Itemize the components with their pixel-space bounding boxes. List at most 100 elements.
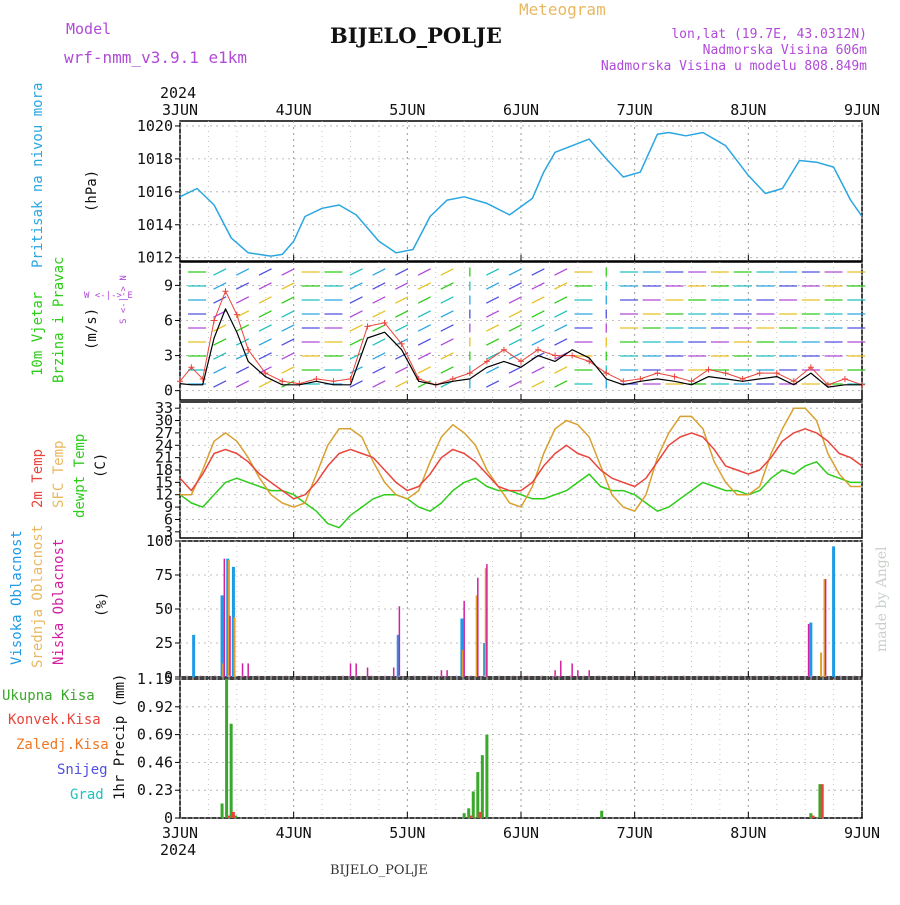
low-cloud-bar bbox=[560, 660, 562, 677]
wind-gust-marker bbox=[620, 378, 627, 385]
precip-total-bar bbox=[225, 679, 229, 818]
wind-arrow bbox=[213, 352, 227, 360]
y-tick-label: 1020 bbox=[137, 117, 173, 135]
y-tick-label: 0 bbox=[164, 809, 173, 827]
low-cloud-bar bbox=[247, 663, 249, 677]
precip-legend-snow: Snijeg bbox=[57, 762, 108, 778]
high-cloud-bar bbox=[226, 558, 230, 677]
temp-label-3: dewpt Temp bbox=[72, 434, 88, 518]
wind-arrow bbox=[440, 366, 454, 374]
wind-arrow bbox=[508, 268, 522, 276]
y-tick-label: 0 bbox=[164, 382, 173, 400]
wind-gust-marker bbox=[790, 378, 797, 385]
wind-arrow bbox=[485, 282, 500, 290]
wind-gust-marker bbox=[466, 370, 473, 377]
mid-cloud-bar bbox=[475, 595, 478, 677]
wind-arrow bbox=[372, 352, 386, 360]
y-tick-label: 50 bbox=[155, 600, 173, 618]
precip-conv-bar bbox=[820, 784, 824, 818]
precip-total-bar bbox=[234, 815, 238, 818]
wind-arrow bbox=[213, 324, 227, 332]
wind-arrow bbox=[485, 268, 500, 276]
wind-arrow bbox=[213, 380, 227, 388]
wind-arrow bbox=[281, 310, 295, 318]
wind-arrow bbox=[485, 310, 500, 318]
wind-arrow bbox=[281, 268, 295, 276]
station-title: BIJELO_POLJE bbox=[330, 23, 502, 48]
x-tick-label-top: 5JUN bbox=[389, 101, 425, 119]
wind-gust-marker bbox=[603, 370, 610, 377]
wind-arrow bbox=[531, 366, 545, 374]
footer-station: BIJELO_POLJE bbox=[330, 863, 428, 878]
wind-arrow bbox=[485, 324, 500, 332]
y-tick-label: 100 bbox=[146, 532, 173, 550]
wind-arrow bbox=[235, 268, 250, 276]
product-title: Meteogram bbox=[519, 0, 606, 19]
precip-conv-bar bbox=[478, 811, 482, 818]
low-cloud-bar bbox=[463, 600, 465, 677]
wind-gust-marker bbox=[296, 380, 303, 387]
wind-arrow bbox=[372, 296, 386, 304]
wind-arrow bbox=[531, 310, 545, 318]
wind-gust-marker bbox=[807, 364, 814, 371]
wind-arrow bbox=[372, 310, 386, 318]
low-cloud-bar bbox=[446, 670, 448, 677]
wind-arrow bbox=[508, 338, 522, 346]
precip-conv-bar bbox=[231, 811, 235, 818]
temp-label-2: SFC Temp bbox=[51, 441, 67, 508]
wind-arrow bbox=[485, 380, 500, 388]
x-tick-label-bottom: 8JUN bbox=[730, 824, 766, 842]
wind-gust-marker bbox=[756, 370, 763, 377]
y-tick-label: 1014 bbox=[137, 216, 173, 234]
high-cloud-bar bbox=[231, 566, 235, 677]
wind-unit: (m/s) bbox=[84, 308, 100, 350]
precip-total-bar bbox=[809, 813, 813, 818]
wind-gust-marker bbox=[222, 288, 229, 295]
y-tick-label: 0.92 bbox=[137, 698, 173, 716]
y-tick-label: 21 bbox=[155, 449, 173, 467]
low-cloud-bar bbox=[366, 667, 369, 677]
temp-unit: (C) bbox=[93, 453, 109, 478]
high-cloud-bar bbox=[832, 546, 836, 677]
y-tick-label: 0.69 bbox=[137, 726, 173, 744]
y-tick-label: 24 bbox=[155, 436, 173, 454]
y-tick-label: 0.23 bbox=[137, 781, 173, 799]
wind-arrow bbox=[281, 380, 295, 388]
wind-gust-marker bbox=[233, 311, 240, 318]
wind-arrow bbox=[485, 338, 500, 346]
precip-total-bar bbox=[476, 772, 480, 818]
wind-arrow bbox=[485, 352, 500, 360]
mid-cloud-bar bbox=[227, 560, 230, 677]
wind-gust-marker bbox=[262, 370, 269, 377]
y-tick-label: 1.15 bbox=[137, 670, 173, 688]
y-tick-label: 1018 bbox=[137, 150, 173, 168]
wind-arrow bbox=[281, 352, 295, 360]
low-cloud-bar bbox=[392, 667, 395, 677]
wind-arrow bbox=[372, 282, 386, 290]
wind-arrow bbox=[395, 282, 409, 290]
wind-gust-marker bbox=[211, 317, 218, 324]
wind-arrow bbox=[531, 282, 545, 290]
y-tick-label: 27 bbox=[155, 424, 173, 442]
high-cloud-bar bbox=[192, 634, 196, 677]
wind-arrow bbox=[554, 366, 568, 374]
panels-layer: 1012101410161018102003693691215182124273… bbox=[137, 101, 880, 842]
pressure-unit: (hPa) bbox=[84, 170, 100, 212]
y-tick-label: 0.46 bbox=[137, 753, 173, 771]
wind-arrow bbox=[235, 380, 250, 388]
wind-arrow bbox=[508, 310, 522, 318]
low-cloud-bar bbox=[571, 663, 573, 677]
x-tick-label-top: 3JUN bbox=[162, 101, 198, 119]
panel-frame-0 bbox=[179, 120, 863, 262]
wind-compass-v: S <-|-> N bbox=[119, 275, 129, 324]
x-tick-label-top: 9JUN bbox=[844, 101, 880, 119]
wind-arrow bbox=[235, 282, 250, 290]
wind-arrow bbox=[213, 296, 227, 304]
mid-cloud-bar bbox=[823, 579, 826, 677]
y-tick-label: 75 bbox=[155, 566, 173, 584]
wind-arrow bbox=[372, 324, 386, 332]
wind-arrow bbox=[440, 310, 454, 318]
wind-gust-marker bbox=[381, 319, 388, 326]
wind-gust-marker bbox=[398, 340, 405, 347]
wind-gust-marker bbox=[569, 352, 576, 359]
